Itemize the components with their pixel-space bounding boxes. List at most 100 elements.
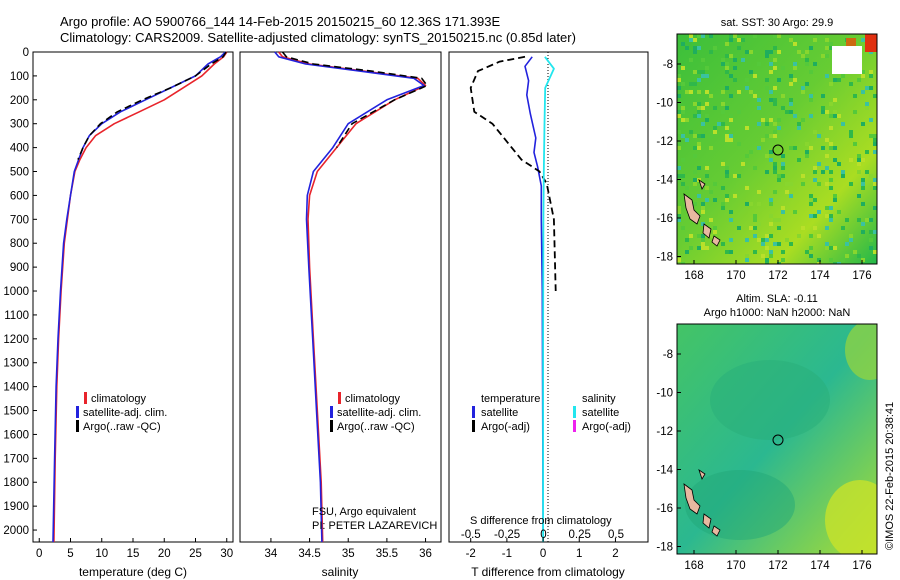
sst-pixel (725, 138, 729, 142)
sst-pixel (693, 38, 697, 42)
sst-pixel (861, 222, 865, 226)
map-y-tick-label: -12 (656, 136, 673, 148)
sst-pixel (725, 130, 729, 134)
sst-pixel (725, 86, 729, 90)
sst-pixel (793, 66, 797, 70)
legend-t-argo: Argo(-adj) (481, 421, 530, 433)
sst-pixel (713, 182, 717, 186)
sst-pixel (817, 210, 821, 214)
sst-pixel (729, 74, 733, 78)
sst-pixel (817, 134, 821, 138)
sst-pixel (857, 158, 861, 162)
sst-pixel (769, 98, 773, 102)
x-tick-label: 0 (540, 548, 546, 560)
temperature-plot-area (52, 51, 228, 543)
sst-pixel (837, 262, 841, 264)
sst-pixel (837, 114, 841, 118)
sst-pixel (793, 42, 797, 46)
sst-pixel (813, 226, 817, 230)
legend-swatch-s-satellite (573, 406, 576, 418)
sst-pixel (769, 198, 773, 202)
sst-pixel (677, 218, 681, 222)
map-y-tick-label: -10 (656, 98, 673, 110)
sst-pixel (829, 146, 833, 150)
sst-pixel (721, 110, 725, 114)
sst-pixel (801, 182, 805, 186)
sla-high-region (825, 480, 877, 554)
map-y-tick-label: -18 (656, 542, 673, 554)
sla-low-region (685, 470, 795, 540)
sst-pixel (717, 122, 721, 126)
sst-pixel (789, 242, 793, 246)
sst-pixel (685, 46, 689, 50)
map-y-tick-label: -10 (656, 388, 673, 400)
difference-plot-area (469, 55, 557, 542)
sst-pixel (789, 38, 793, 42)
sst-pixel (817, 234, 821, 238)
sst-pixel (773, 130, 777, 134)
sst-pixel (753, 74, 757, 78)
sst-pixel (701, 238, 705, 242)
sst-pixel (785, 238, 789, 242)
x-tick-label: 34 (265, 548, 278, 560)
map-x-tick-label: 172 (768, 560, 787, 572)
sst-pixel (829, 82, 833, 86)
sst-pixel (861, 186, 865, 190)
sst-pixel (713, 106, 717, 110)
sst-pixel (805, 50, 809, 54)
series-line-1 (278, 51, 427, 543)
sst-pixel (781, 154, 785, 158)
legend-salinity-title: salinity (582, 393, 616, 405)
sst-pixel (709, 190, 713, 194)
sst-pixel (773, 134, 777, 138)
sst-pixel (821, 106, 825, 110)
sst-pixel (857, 194, 861, 198)
sst-pixel (789, 110, 793, 114)
sst-pixel (729, 210, 733, 214)
sst-pixel (865, 102, 869, 106)
sst-pixel (705, 198, 709, 202)
sst-pixel (705, 186, 709, 190)
sst-pixel (701, 206, 705, 210)
sst-pixel (849, 158, 853, 162)
sst-pixel (793, 114, 797, 118)
sst-pixel (825, 38, 829, 42)
y-tick-label: 800 (10, 238, 29, 250)
sst-pixel (789, 194, 793, 198)
map-y-tick-label: -18 (656, 252, 673, 264)
sst-pixel (817, 262, 821, 264)
sst-pixel (681, 42, 685, 46)
sst-pixel (825, 166, 829, 170)
temperature-ticks: 0 5 10 15 20 25 30 (36, 538, 233, 560)
sst-pixel (825, 54, 829, 58)
sst-pixel (857, 218, 861, 222)
sst-pixel (805, 250, 809, 254)
sst-pixel (737, 226, 741, 230)
sst-warm-patch (846, 38, 856, 46)
sst-pixel (829, 246, 833, 250)
sst-pixel (873, 134, 877, 138)
x-tick-label: 36 (419, 548, 432, 560)
sst-pixel (773, 34, 777, 38)
sst-pixel (857, 154, 861, 158)
sst-pixel (693, 202, 697, 206)
top-tick-label: 0 (540, 529, 546, 541)
sst-pixel (825, 154, 829, 158)
sst-pixel (745, 258, 749, 262)
sst-pixel (689, 90, 693, 94)
sst-pixel (797, 234, 801, 238)
sst-pixel (873, 178, 877, 182)
sst-pixel (829, 42, 833, 46)
sst-pixel (809, 98, 813, 102)
sst-pixel (721, 206, 725, 210)
sst-pixel (781, 66, 785, 70)
sst-pixel (681, 158, 685, 162)
sst-pixel (869, 230, 873, 234)
sst-pixel (793, 46, 797, 50)
sst-pixel (689, 58, 693, 62)
sst-pixel (721, 202, 725, 206)
sst-pixel (677, 214, 681, 218)
sst-pixel (765, 54, 769, 58)
sst-pixel (825, 242, 829, 246)
sst-pixel (861, 178, 865, 182)
